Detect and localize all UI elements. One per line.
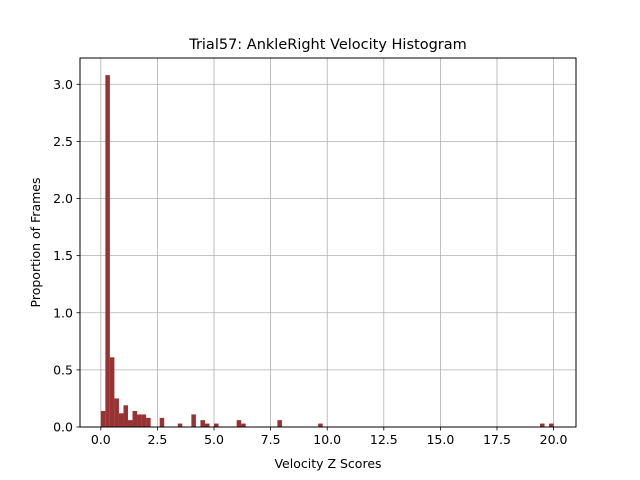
x-tick-label: 12.5: [370, 432, 398, 447]
y-tick-label: 3.0: [53, 77, 73, 92]
y-tick-label: 0.0: [53, 420, 73, 435]
x-tick-label: 0.0: [91, 432, 111, 447]
histogram-bar: [141, 414, 147, 427]
x-tick-label: 10.0: [313, 432, 341, 447]
y-tick-label: 1.0: [53, 305, 73, 320]
y-tick-label: 0.5: [53, 362, 73, 377]
histogram-bar: [118, 413, 124, 427]
histogram-bar: [277, 420, 282, 427]
y-tick-label: 2.5: [53, 134, 73, 149]
histogram-bar: [214, 423, 219, 427]
histogram-bar: [132, 411, 138, 427]
histogram-bar: [204, 423, 210, 427]
histogram-bar: [100, 411, 106, 427]
x-tick-label: 5.0: [204, 432, 224, 447]
histogram-bar: [105, 75, 110, 427]
x-tick-label: 7.5: [261, 432, 281, 447]
plot-frame: [79, 57, 577, 428]
histogram-bar: [177, 423, 183, 427]
x-tick-label: 2.5: [147, 432, 167, 447]
plot-area-background: [80, 58, 576, 427]
histogram-bar: [114, 398, 119, 427]
histogram-bar: [146, 417, 151, 427]
histogram-bar: [318, 423, 323, 427]
histogram-bar: [540, 423, 545, 427]
histogram-bar: [159, 417, 165, 427]
histogram-bar: [109, 357, 115, 427]
histogram-bar: [191, 414, 196, 427]
histogram-bar: [127, 420, 133, 427]
histogram-bars: [100, 75, 554, 427]
histogram-bar: [137, 414, 142, 427]
x-tick-label: 20.0: [540, 432, 568, 447]
y-axis-ticks: 0.0 0.5 1.0 1.5 2.0 2.5 3.0: [53, 77, 80, 435]
y-tick-label: 2.0: [53, 191, 73, 206]
histogram-bar: [549, 423, 554, 427]
histogram-bar: [200, 420, 205, 427]
x-axis-label: Velocity Z Scores: [274, 456, 381, 471]
x-axis-ticks: 0.0 2.5 5.0 7.5 10.0 12.5 15.0 17.5 20.0: [91, 427, 568, 447]
x-tick-label: 17.5: [483, 432, 511, 447]
x-tick-label: 15.0: [426, 432, 454, 447]
y-tick-label: 1.5: [53, 248, 73, 263]
chart-title: Trial57: AnkleRight Velocity Histogram: [188, 37, 467, 53]
histogram-bar: [123, 405, 128, 427]
y-axis-label: Proportion of Frames: [28, 178, 43, 308]
histogram-bar: [236, 420, 242, 427]
histogram-bar: [241, 423, 246, 427]
